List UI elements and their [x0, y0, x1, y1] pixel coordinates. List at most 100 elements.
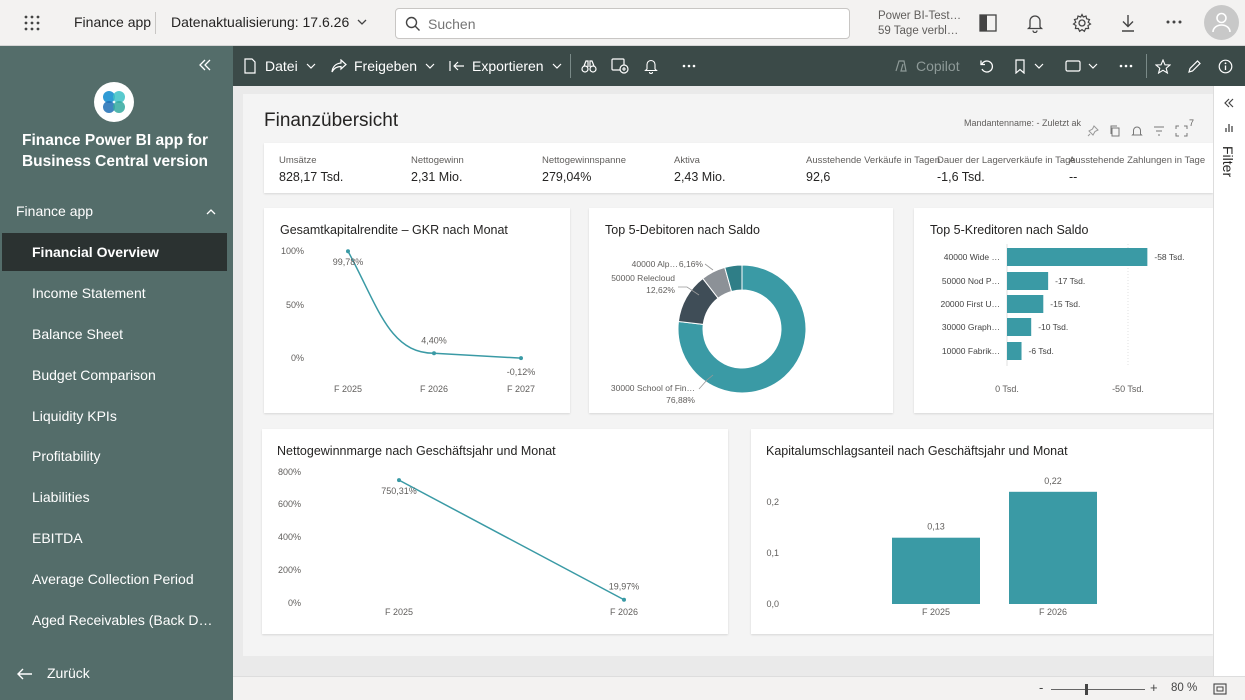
filter-lines-icon[interactable] [1153, 126, 1165, 136]
layout-icon[interactable] [979, 14, 997, 32]
sidebar-item-budget-comparison[interactable]: Budget Comparison [32, 367, 156, 383]
zoom-slider-thumb[interactable] [1085, 684, 1088, 695]
file-menu[interactable]: Datei [243, 46, 316, 86]
slice-name-label: 50000 Relecloud [611, 273, 675, 283]
y-tick-label: 0,1 [766, 548, 779, 558]
data-point [432, 351, 436, 356]
roa-line-chart: 100% 50% 0% F 2025 F 2026 F 2027 99,78% 4,40% -0… [281, 246, 535, 394]
download-icon[interactable] [1120, 13, 1136, 33]
sidebar-item-liquidity-kpis[interactable]: Liquidity KPIs [32, 408, 117, 424]
series-line [398, 479, 625, 601]
back-label: Zurück [47, 665, 90, 681]
sidebar-item-profitability[interactable]: Profitability [32, 448, 101, 464]
filter-label[interactable]: Filter [1220, 146, 1236, 178]
share-menu[interactable]: Freigeben [331, 46, 435, 86]
category-label: 40000 Wide … [944, 252, 1000, 262]
collapse-nav-icon[interactable] [198, 58, 212, 76]
arrow-left-icon [17, 668, 32, 680]
x-tick-label: F 2027 [507, 384, 535, 394]
chart-card-roa[interactable]: Gesamtkapitalrendite – GKR nach Monat 10… [264, 208, 570, 413]
x-tick-label: 0 Tsd. [995, 384, 1019, 394]
top-bar: Finance app Datenaktualisierung: 17.6.26… [0, 0, 1245, 46]
visualizations-icon[interactable] [1225, 123, 1233, 133]
chevron-up-icon [206, 209, 216, 215]
report-toolbar: Datei Freigeben Exportieren Copilot [233, 46, 1245, 86]
sidebar-item-liabilities[interactable]: Liabilities [32, 489, 90, 505]
copilot-icon [895, 60, 907, 72]
chart-title: Top 5-Kreditoren nach Saldo [930, 223, 1089, 237]
app-name[interactable]: Finance app [74, 14, 152, 30]
back-button[interactable]: Zurück [0, 658, 233, 688]
asset-turnover-bar-chart: 0,2 0,1 0,0 0,13 F 2025 0,22 F 2026 [766, 476, 1097, 617]
alert-bell-icon[interactable] [1131, 125, 1143, 138]
info-icon[interactable] [1218, 46, 1233, 86]
refresh-dropdown[interactable]: Datenaktualisierung: 17.6.26 [171, 14, 367, 30]
business-central-logo-icon [103, 91, 125, 113]
edit-pencil-icon[interactable] [1187, 46, 1202, 86]
subscribe-bell-icon[interactable] [644, 46, 658, 86]
sidebar-item-ebitda[interactable]: EBITDA [32, 530, 83, 546]
favorite-star-icon[interactable] [1155, 46, 1171, 86]
section-header-finance-app[interactable]: Finance app [0, 197, 233, 225]
kpi-label: Nettogewinn [411, 155, 464, 166]
export-menu[interactable]: Exportieren [449, 46, 562, 86]
more-options-icon[interactable] [1166, 20, 1182, 24]
copy-icon[interactable] [1109, 125, 1121, 137]
app-title: Finance Power BI app for Business Centra… [21, 132, 209, 170]
kpi-value: -- [1069, 170, 1078, 184]
navigation-pane: Finance Power BI app for Business Centra… [0, 46, 233, 700]
search-icon [405, 16, 420, 31]
filter-pane[interactable]: Filter [1213, 86, 1245, 676]
teams-chat-icon[interactable] [611, 46, 629, 86]
search-box[interactable] [395, 8, 850, 39]
chart-card-creditors[interactable]: Top 5-Kreditoren nach Saldo 40000 Wide …… [914, 208, 1213, 413]
y-tick-label: 200% [278, 565, 301, 575]
reset-icon[interactable] [979, 46, 994, 86]
slice-name-label: 40000 Alp… [632, 259, 678, 269]
chart-card-net-margin[interactable]: Nettogewinnmarge nach Geschäftsjahr und … [262, 429, 728, 634]
report-canvas: Finanzübersicht Mandantenname: - Zuletzt… [233, 86, 1213, 676]
data-point [519, 356, 523, 361]
more-options-icon[interactable] [1119, 46, 1133, 86]
sidebar-item-average-collection-period[interactable]: Average Collection Period [32, 571, 194, 587]
company-meta: Mandantenname: - Zuletzt ak [964, 118, 1082, 128]
person-icon [1212, 12, 1231, 33]
more-options-icon[interactable] [682, 46, 696, 86]
chart-card-asset-turnover[interactable]: Kapitalumschlagsanteil nach Geschäftsjah… [751, 429, 1213, 634]
sidebar-item-financial-overview[interactable]: Financial Overview [32, 244, 159, 260]
debtors-donut-chart: 30000 School of Fin… 76,88% 50000 Releclou… [611, 259, 807, 405]
app-launcher-icon[interactable] [22, 13, 44, 33]
gear-icon[interactable] [1072, 13, 1092, 33]
kpi-label: Dauer der Lagerverkäufe in Tage [937, 155, 1076, 166]
sidebar-item-income-statement[interactable]: Income Statement [32, 285, 146, 301]
trial-line-2: 59 Tage verbl… [878, 25, 959, 37]
view-menu[interactable] [1065, 46, 1098, 86]
zoom-slider[interactable] [1051, 689, 1145, 690]
bar [1009, 491, 1097, 604]
zoom-in-button[interactable]: + [1150, 680, 1158, 695]
x-tick-label: -50 Tsd. [1112, 384, 1144, 394]
pie-slice [724, 264, 743, 293]
binoculars-icon[interactable] [581, 46, 597, 86]
fit-to-page-icon[interactable] [1213, 683, 1227, 695]
avatar[interactable] [1204, 5, 1239, 40]
page-title: Finanzübersicht [264, 110, 399, 131]
zoom-out-button[interactable]: - [1039, 680, 1044, 695]
copilot-button[interactable]: Copilot [893, 46, 960, 86]
expand-filter-icon[interactable] [1223, 98, 1235, 108]
bookmark-menu[interactable] [1014, 46, 1044, 86]
x-tick-label: F 2026 [1039, 607, 1067, 617]
sidebar-item-balance-sheet[interactable]: Balance Sheet [32, 326, 124, 342]
share-icon [331, 59, 347, 73]
data-label: 0,13 [927, 522, 945, 532]
search-input[interactable] [428, 14, 828, 34]
pin-icon[interactable] [1087, 125, 1099, 137]
sidebar-item-aged-receivables[interactable]: Aged Receivables (Back D… [32, 612, 213, 628]
trial-status[interactable]: Power BI-Test… 59 Tage verbl… [878, 9, 961, 39]
chevron-down-icon [357, 19, 367, 25]
chart-card-debtors[interactable]: Top 5-Debitoren nach Saldo 30000 School … [589, 208, 893, 413]
data-label: -15 Tsd. [1050, 299, 1080, 309]
x-tick-label: F 2026 [420, 384, 448, 394]
bell-icon[interactable] [1026, 13, 1044, 33]
focus-mode-icon[interactable] [1175, 125, 1188, 137]
